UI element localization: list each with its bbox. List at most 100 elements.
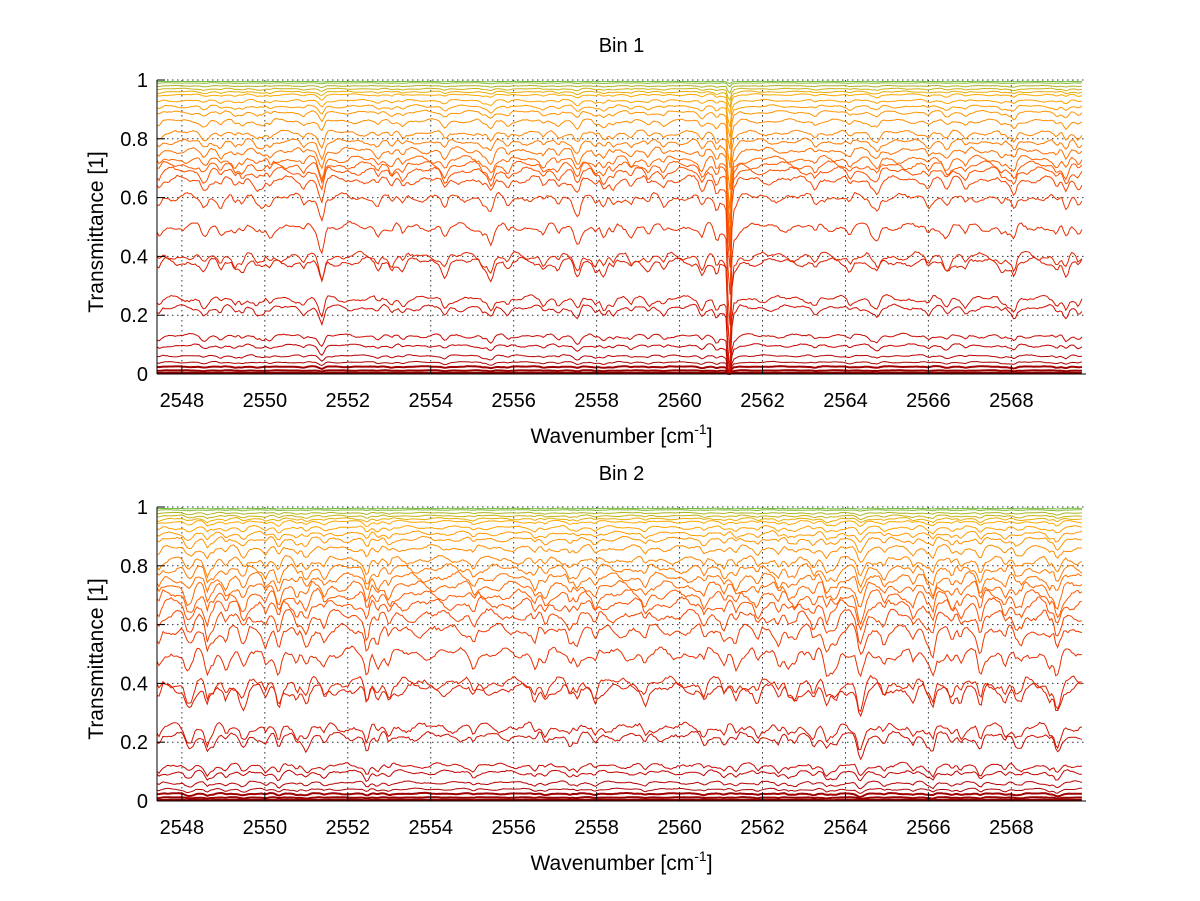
series-line [157,554,1083,579]
x-tick-label: 2550 [243,390,288,412]
x-tick-label: 2552 [326,817,371,839]
series-line [157,160,1083,245]
chart-title: Bin 2 [599,463,645,485]
y-tick-label: 0.4 [120,246,148,268]
series-line [157,354,1082,375]
x-tick-label: 2560 [657,817,702,839]
series-line [157,80,1082,85]
series-line [157,524,1083,536]
series-line [157,571,1083,599]
series-line [157,129,1083,190]
series-line [157,544,1083,563]
series-group [157,80,1083,375]
x-tick-label: 2556 [491,817,536,839]
series-line [157,511,1082,516]
y-tick-label: 0.2 [120,305,148,327]
series-line [157,516,1083,524]
series-line [157,154,1083,236]
series-line [157,645,1082,678]
series-line [157,596,1082,631]
series-line [157,294,1083,370]
series-line [157,674,1082,713]
y-tick-label: 0 [137,364,148,386]
x-tick-label: 2556 [491,390,536,412]
series-line [157,514,1082,521]
series-line [157,145,1083,223]
series-line [157,587,1083,626]
series-line [157,117,1083,169]
series-line [157,507,1082,510]
y-tick-label: 0.8 [120,129,148,151]
x-tick-label: 2564 [823,390,868,412]
series-line [157,104,1083,138]
y-axis-label: Transmittance [1] [85,151,108,312]
series-line [157,174,1083,268]
series-line [157,608,1083,645]
x-tick-label: 2560 [657,390,702,412]
series-line [157,371,1082,375]
x-tick-label: 2554 [408,390,453,412]
x-tick-label: 2554 [408,817,453,839]
y-tick-label: 0.6 [120,188,148,210]
series-line [157,256,1083,354]
series-line [157,622,1083,659]
x-axis-label: Wavenumber [cm-1] [530,848,712,875]
y-tick-label: 0.4 [120,673,148,695]
series-line [157,165,1083,251]
series-line [157,365,1083,375]
series-line [157,303,1083,374]
x-tick-label: 2558 [574,390,619,412]
series-line [157,137,1083,210]
series-line [157,721,1083,751]
series-line [157,681,1083,718]
series-line [157,769,1082,782]
series-line [157,798,1082,802]
y-tick-label: 0.2 [120,732,148,754]
series-line [157,509,1082,512]
y-tick-label: 1 [137,497,148,519]
x-tick-label: 2550 [243,817,288,839]
series-line [157,530,1083,543]
x-tick-label: 2562 [740,390,785,412]
x-tick-label: 2548 [160,817,205,839]
series-group [157,507,1083,802]
series-line [157,87,1083,102]
y-tick-label: 1 [137,70,148,92]
series-line [157,780,1083,790]
series-line [157,535,1082,554]
x-tick-label: 2552 [326,390,371,412]
chart-title: Bin 1 [599,35,645,57]
series-line [157,519,1082,528]
panel-bin-2: 2548 2550 2552 2554 2556 2558 2560 2562 2564 2566… [85,463,1086,875]
series-line [157,562,1083,589]
series-line [157,579,1083,610]
series-line [157,787,1082,794]
series-line [157,796,1082,800]
series-line [157,82,1082,88]
series-line [157,360,1083,375]
x-tick-label: 2564 [823,817,868,839]
series-line [157,220,1083,326]
series-line [157,343,1083,375]
series-line [157,191,1083,295]
x-tick-label: 2568 [989,390,1034,412]
x-axis-label: Wavenumber [cm-1] [530,421,712,448]
y-axis-label: Transmittance [1] [85,578,108,739]
x-tick-label: 2566 [906,390,951,412]
x-tick-label: 2566 [906,817,951,839]
series-line [157,90,1083,109]
series-line [157,98,1083,128]
series-line [157,250,1083,351]
series-line [157,761,1083,779]
x-tick-label: 2548 [160,390,205,412]
series-line [157,109,1083,150]
y-tick-label: 0.8 [120,556,148,578]
x-tick-label: 2562 [740,817,785,839]
series-line [157,93,1083,116]
y-tick-label: 0.6 [120,615,148,637]
series-line [157,791,1082,799]
series-line [157,84,1082,95]
series-line [157,730,1083,761]
series-line [157,369,1082,375]
